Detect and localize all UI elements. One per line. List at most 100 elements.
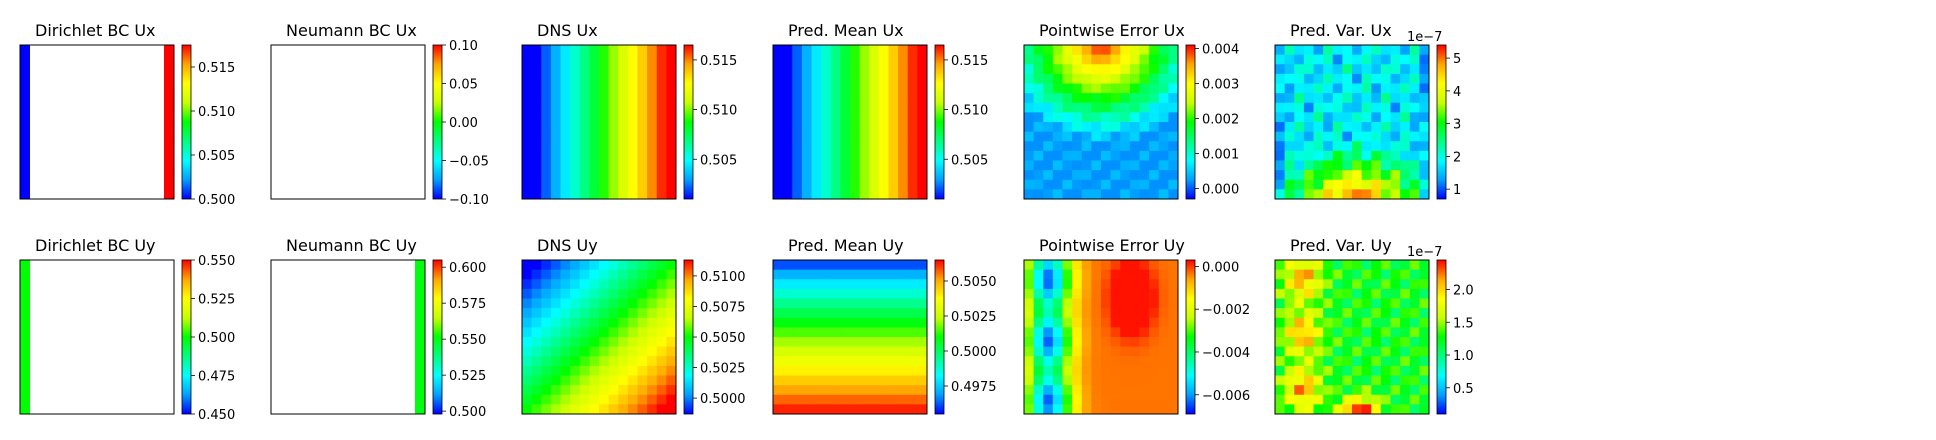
heatmap-cell xyxy=(917,54,928,65)
heatmap-cells xyxy=(773,45,928,200)
heatmap-cell xyxy=(1081,356,1092,367)
heatmap-cell xyxy=(869,356,880,367)
heatmap-cell xyxy=(647,269,658,280)
heatmap-cell xyxy=(773,404,784,415)
heatmap-cell xyxy=(541,260,552,271)
heatmap-cell xyxy=(850,279,861,290)
heatmap-cell xyxy=(1043,54,1054,65)
heatmap-cell xyxy=(608,170,619,181)
heatmap-cell xyxy=(773,64,784,75)
heatmap-cell xyxy=(782,337,793,348)
heatmap-cell xyxy=(878,298,889,309)
heatmap-cell xyxy=(1313,260,1324,271)
heatmap-cell xyxy=(1419,365,1430,376)
heatmap-cell xyxy=(1371,365,1382,376)
heatmap-cell xyxy=(608,308,619,319)
heatmap-cell xyxy=(1313,279,1324,290)
panel-title: Pred. Var. Uy xyxy=(1290,236,1392,255)
heatmap-cell xyxy=(821,64,832,75)
heatmap-cell xyxy=(1303,64,1314,75)
heatmap-cell xyxy=(1361,279,1372,290)
heatmap-cell xyxy=(1129,298,1140,309)
heatmap-cell xyxy=(627,375,638,386)
heatmap-cell xyxy=(1323,337,1334,348)
heatmap-cell xyxy=(869,365,880,376)
heatmap-cell xyxy=(1371,337,1382,348)
heatmap-cell xyxy=(531,122,542,133)
heatmap-cell xyxy=(811,150,822,161)
heatmap-cell xyxy=(1352,83,1363,94)
heatmap-cell xyxy=(627,288,638,299)
heatmap-cell xyxy=(1400,112,1411,123)
heatmap-cell xyxy=(647,170,658,181)
heatmap-cell xyxy=(560,269,571,280)
heatmap-cell xyxy=(522,346,533,357)
heatmap-cell xyxy=(869,337,880,348)
heatmap-cell xyxy=(1052,83,1063,94)
heatmap-cell xyxy=(1390,375,1401,386)
heatmap-cell xyxy=(1275,279,1286,290)
heatmap-cell xyxy=(579,404,590,415)
heatmap-cell xyxy=(1033,54,1044,65)
colorbar xyxy=(683,259,694,415)
heatmap-cell xyxy=(1332,141,1343,152)
plot-frame xyxy=(1274,44,1430,200)
heatmap-cell xyxy=(637,260,648,271)
heatmap-cell xyxy=(1033,317,1044,328)
heatmap-cell xyxy=(1352,102,1363,113)
heatmap-cell xyxy=(1072,279,1083,290)
heatmap-cell xyxy=(859,83,870,94)
heatmap-cell xyxy=(531,356,542,367)
heatmap-cell xyxy=(579,189,590,200)
heatmap-cell xyxy=(1033,112,1044,123)
heatmap-cell xyxy=(801,179,812,190)
heatmap-cell xyxy=(1081,170,1092,181)
heatmap-cell xyxy=(666,346,677,357)
heatmap-cell xyxy=(859,356,870,367)
heatmap-cell xyxy=(1081,179,1092,190)
heatmap-cell xyxy=(801,141,812,152)
heatmap-cell xyxy=(792,112,803,123)
heatmap-cell xyxy=(1419,337,1430,348)
heatmap-cell xyxy=(1409,260,1420,271)
heatmap-cell xyxy=(1352,179,1363,190)
heatmap-cell xyxy=(1110,131,1121,142)
heatmap-cell xyxy=(1275,260,1286,271)
heatmap-cell xyxy=(1139,179,1150,190)
heatmap-cell xyxy=(666,83,677,94)
heatmap-cell xyxy=(782,73,793,84)
heatmap-cell xyxy=(1294,102,1305,113)
heatmap-cell xyxy=(773,122,784,133)
heatmap-cell xyxy=(1033,394,1044,405)
heatmap-cell xyxy=(1371,298,1382,309)
heatmap-cell xyxy=(618,54,629,65)
heatmap-cell xyxy=(647,260,658,271)
heatmap-cell xyxy=(801,298,812,309)
heatmap-cell xyxy=(1400,346,1411,357)
heatmap-cell xyxy=(850,269,861,280)
heatmap-cell xyxy=(1091,385,1102,396)
heatmap-cell xyxy=(531,73,542,84)
heatmap-cell xyxy=(1313,189,1324,200)
heatmap-cell xyxy=(1129,102,1140,113)
heatmap-cell xyxy=(570,356,581,367)
heatmap-cell xyxy=(878,337,889,348)
heatmap-cell xyxy=(1158,288,1169,299)
heatmap-cell xyxy=(608,131,619,142)
heatmap-cell xyxy=(599,260,610,271)
heatmap-cell xyxy=(1294,131,1305,142)
heatmap-cell xyxy=(1120,83,1131,94)
heatmap-cell xyxy=(1149,288,1160,299)
heatmap-cell xyxy=(878,73,889,84)
heatmap-cell xyxy=(869,385,880,396)
heatmap-cell xyxy=(898,170,909,181)
heatmap-cell xyxy=(1313,288,1324,299)
heatmap-cell xyxy=(541,346,552,357)
heatmap-cell xyxy=(840,279,851,290)
heatmap-cell xyxy=(1062,170,1073,181)
heatmap-cell xyxy=(878,141,889,152)
heatmap-cell xyxy=(859,375,870,386)
heatmap-cell xyxy=(531,394,542,405)
heatmap-cell xyxy=(579,170,590,181)
colorbar-tick-label: 0.505 xyxy=(198,149,235,164)
